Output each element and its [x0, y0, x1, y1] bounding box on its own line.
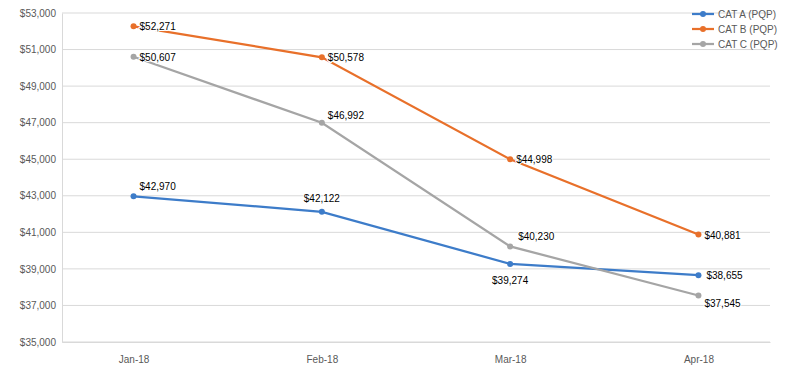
grid-line: [62, 305, 770, 306]
marker: [131, 23, 137, 29]
marker: [319, 54, 325, 60]
tick: $53,000: [20, 8, 62, 19]
grid-line: [62, 86, 770, 87]
data-label: $46,992: [328, 110, 365, 121]
data-labels: $42,970 $42,122 $39,274 $38,655 $52,271 $50,5…: [140, 21, 743, 309]
grid-line: [62, 49, 770, 50]
chart: $35,000 $37,000 $39,000 $41,000 $43,000 $45,0…: [0, 0, 800, 392]
series-group: [131, 23, 702, 298]
marker: [319, 209, 325, 215]
data-label: $52,271: [140, 21, 177, 32]
marker: [695, 292, 701, 298]
grid-line: [62, 159, 770, 160]
data-label: $50,607: [140, 52, 177, 63]
grid-line: [62, 232, 770, 233]
legend-marker: [700, 26, 706, 32]
marker: [507, 156, 513, 162]
tick-label: Feb-18: [307, 354, 339, 365]
data-label: $39,274: [492, 275, 529, 286]
y-axis: $35,000 $37,000 $39,000 $41,000 $43,000 $45,0…: [20, 8, 63, 348]
marker: [507, 243, 513, 249]
tick: Apr-18: [684, 342, 714, 365]
x-axis: Jan-18 Feb-18 Mar-18 Apr-18: [63, 342, 771, 365]
tick: $47,000: [20, 117, 62, 128]
tick-label: $43,000: [20, 190, 57, 201]
tick: $43,000: [20, 190, 62, 201]
tick: Mar-18: [495, 342, 527, 365]
data-label: $50,578: [328, 52, 365, 63]
line: [134, 196, 699, 275]
tick-label: $53,000: [20, 8, 57, 19]
legend: CAT A (PQP) CAT B (PQP) CAT C (PQP): [692, 9, 778, 50]
tick-label: $51,000: [20, 44, 57, 55]
marker: [507, 261, 513, 267]
tick-label: $49,000: [20, 81, 57, 92]
tick: $45,000: [20, 154, 62, 165]
tick: $35,000: [20, 337, 62, 348]
tick-label: Jan-18: [119, 354, 150, 365]
grid-line: [62, 268, 770, 269]
marker: [131, 193, 137, 199]
legend-label: CAT B (PQP): [718, 24, 777, 35]
data-label: $40,881: [704, 230, 741, 241]
tick-label: $41,000: [20, 227, 57, 238]
tick-label: $35,000: [20, 337, 57, 348]
grid-line: [62, 13, 770, 14]
tick-label: Mar-18: [495, 354, 527, 365]
marker: [695, 272, 701, 278]
tick: $37,000: [20, 300, 62, 311]
marker: [131, 54, 137, 60]
data-label: $40,230: [518, 231, 555, 242]
marker: [695, 232, 701, 238]
tick-label: $47,000: [20, 117, 57, 128]
tick: $49,000: [20, 81, 62, 92]
grid: [62, 13, 770, 342]
legend-label: CAT A (PQP): [718, 9, 776, 20]
line: [134, 57, 699, 296]
plot: $35,000 $37,000 $39,000 $41,000 $43,000 $45,0…: [20, 8, 771, 365]
data-label: $42,122: [304, 193, 341, 204]
axis-line: [62, 14, 63, 343]
data-label: $44,998: [516, 154, 553, 165]
tick: $39,000: [20, 264, 62, 275]
grid-line: [62, 195, 770, 196]
tick-label: $39,000: [20, 264, 57, 275]
tick-label: Apr-18: [684, 354, 714, 365]
data-label: $38,655: [706, 270, 743, 281]
grid-line: [62, 122, 770, 123]
tick: Jan-18: [119, 342, 150, 365]
legend-marker: [700, 11, 706, 17]
series: [131, 54, 702, 299]
marker: [319, 120, 325, 126]
legend-item: CAT B (PQP): [692, 24, 777, 35]
series: [131, 23, 702, 237]
axis-line: [63, 342, 771, 343]
tick: $41,000: [20, 227, 62, 238]
legend-marker: [700, 41, 706, 47]
data-label: $42,970: [140, 181, 177, 192]
series: [131, 193, 702, 278]
data-label: $37,545: [704, 298, 741, 309]
line: [134, 26, 699, 234]
tick: $51,000: [20, 44, 62, 55]
grid-line: [62, 342, 770, 343]
legend-item: CAT A (PQP): [692, 9, 776, 20]
tick-label: $45,000: [20, 154, 57, 165]
tick: Feb-18: [307, 342, 339, 365]
legend-item: CAT C (PQP): [692, 39, 778, 50]
legend-label: CAT C (PQP): [718, 39, 778, 50]
tick-label: $37,000: [20, 300, 57, 311]
